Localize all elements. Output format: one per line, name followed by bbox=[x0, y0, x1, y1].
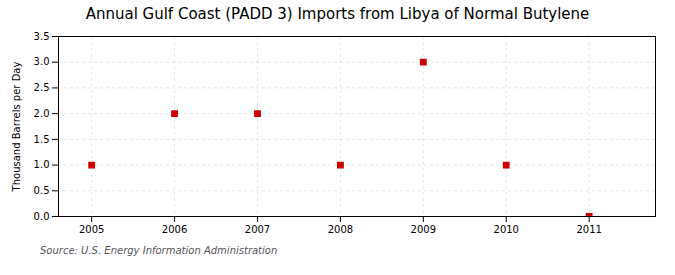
svg-text:2011: 2011 bbox=[576, 224, 601, 235]
svg-text:2007: 2007 bbox=[245, 224, 270, 235]
svg-text:0.5: 0.5 bbox=[34, 185, 50, 196]
svg-text:2.0: 2.0 bbox=[34, 108, 50, 119]
svg-text:2.5: 2.5 bbox=[34, 82, 50, 93]
svg-text:1.0: 1.0 bbox=[34, 159, 50, 170]
svg-text:2006: 2006 bbox=[162, 224, 187, 235]
svg-text:2008: 2008 bbox=[328, 224, 353, 235]
svg-text:Thousand Barrels per Day: Thousand Barrels per Day bbox=[11, 62, 22, 193]
svg-text:2005: 2005 bbox=[79, 224, 104, 235]
svg-text:3.0: 3.0 bbox=[34, 56, 50, 67]
html-text:Source: U.S. Energy Informatio: Source: U.S. Energy Information Administ… bbox=[40, 245, 278, 256]
svg-text:1.5: 1.5 bbox=[34, 134, 50, 145]
svg-text:3.5: 3.5 bbox=[34, 31, 50, 42]
html-text:Annual Gulf Coast (PADD 3) Imp: Annual Gulf Coast (PADD 3) Imports from … bbox=[85, 5, 590, 23]
svg-text:2009: 2009 bbox=[411, 224, 436, 235]
svg-text:2010: 2010 bbox=[494, 224, 519, 235]
svg-text:0.0: 0.0 bbox=[34, 211, 50, 222]
